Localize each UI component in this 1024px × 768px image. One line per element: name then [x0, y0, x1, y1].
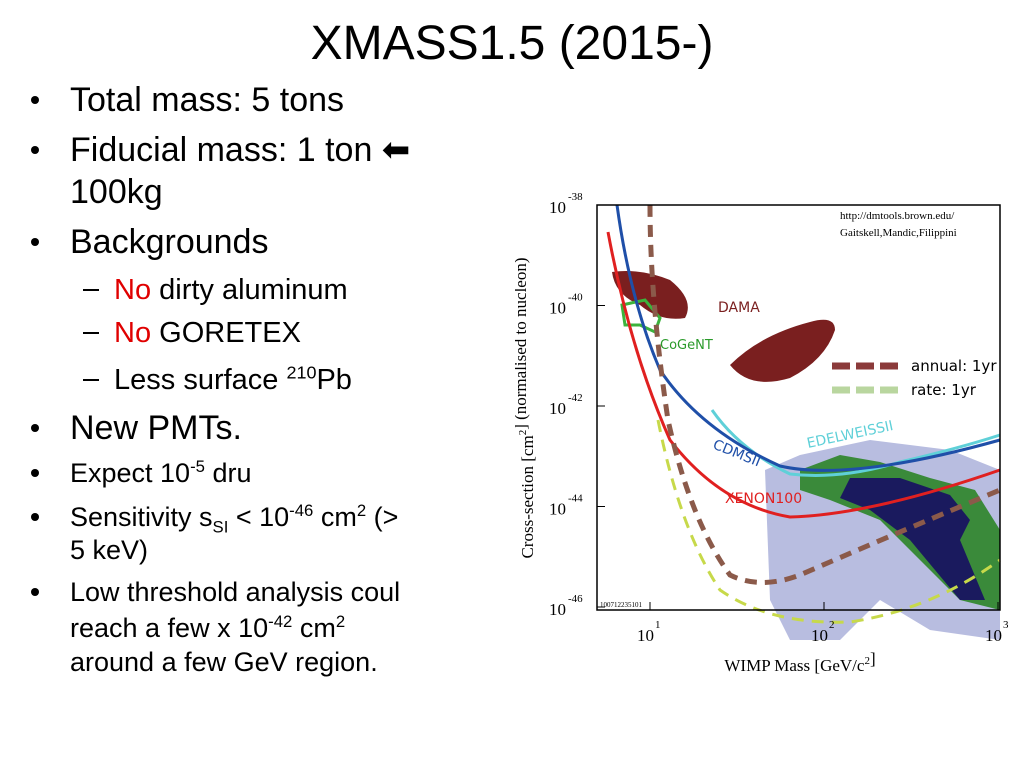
- y-tick-label: 10: [549, 198, 566, 217]
- edelweiss-curve: [710, 409, 1001, 477]
- bullet-line: Sensitivity sSI < 10-46 cm2 (>: [70, 500, 399, 535]
- credit-text: Gaitskell,Mandic,Filippini: [840, 227, 957, 239]
- bullet-text: cm: [313, 501, 357, 532]
- y-tick-label: 10: [549, 500, 566, 519]
- bullet-marker: [31, 469, 39, 477]
- y-tick-exponent: -44: [568, 493, 583, 505]
- credit-text: http://dmtools.brown.edu/: [840, 210, 955, 222]
- highlight-text: No: [114, 316, 152, 349]
- bullet-text: 100kg: [70, 173, 163, 211]
- superscript: 210: [286, 361, 317, 382]
- xenon-curve: [606, 231, 1001, 519]
- superscript: -46: [289, 500, 314, 520]
- slide-title: XMASS1.5 (2015-): [310, 17, 714, 70]
- curve-label: DAMA: [718, 300, 760, 316]
- x-tick-label: 10: [985, 626, 1002, 645]
- bullet-marker: [31, 96, 39, 104]
- axis-label: WIMP Mass [GeV/c2]: [724, 649, 875, 675]
- plot-id: 100712235101: [600, 601, 643, 609]
- legend-label: annual: 1yr: [911, 357, 997, 375]
- plot-frame: [596, 204, 1001, 611]
- axis-label-part: Cross-section [cm: [518, 435, 537, 558]
- superscript: 2: [335, 611, 346, 631]
- bullet-text: Sensitivity s: [70, 501, 213, 532]
- bullet-text: Backgrounds: [70, 223, 269, 261]
- subscript: SI: [212, 516, 229, 536]
- bullet-text: (>: [366, 501, 399, 532]
- x-tick-label: 10: [811, 626, 828, 645]
- bullet-text: dirty aluminum: [151, 273, 348, 306]
- bullet-marker: [31, 588, 39, 596]
- bullet-text: 5 keV): [70, 534, 149, 565]
- bullet-text: New PMTs.: [70, 409, 242, 447]
- bullet-text: GORETEX: [151, 316, 301, 349]
- axis-label-part: WIMP Mass [GeV/c: [724, 656, 865, 675]
- bullet-line: New PMTs.: [70, 411, 242, 445]
- bullet-marker: [31, 238, 39, 246]
- bullet-line: Backgrounds: [70, 225, 268, 259]
- bullet-text: Expect 10: [70, 457, 191, 488]
- axis-label: Cross-section [cm2] (normalised to nucle…: [515, 257, 537, 558]
- bullet-text: around a few GeV region.: [70, 646, 378, 677]
- y-tick-exponent: -42: [568, 392, 583, 404]
- curve-label: CoGeNT: [660, 338, 713, 353]
- bullet-line: Less surface 210Pb: [114, 363, 352, 396]
- y-tick-exponent: -38: [568, 191, 583, 203]
- axis-label-part: 2: [517, 430, 529, 436]
- bullet-line: Fiducial mass: 1 ton ⬅: [70, 133, 410, 167]
- bullet-line: No dirty aluminum: [114, 273, 348, 306]
- bullet-text: Less surface: [114, 363, 287, 396]
- axis-label-part: ]: [870, 649, 876, 668]
- legend-label: rate: 1yr: [911, 381, 977, 399]
- axis-label-part: ] (normalised to nucleon): [515, 257, 530, 429]
- bullet-marker: [31, 146, 39, 154]
- cdms-curve: [615, 204, 1001, 472]
- bullet-text: Fiducial mass: 1 ton ⬅: [70, 131, 411, 169]
- bullet-line: Low threshold analysis coul: [70, 576, 401, 607]
- y-tick-exponent: -46: [568, 593, 583, 605]
- x-tick-exponent: 2: [829, 619, 835, 631]
- superscript: -42: [268, 611, 293, 631]
- bullet-marker: [31, 424, 39, 432]
- plot-area: [596, 204, 1001, 640]
- bullet-text: Pb: [316, 363, 352, 396]
- x-tick-exponent: 1: [655, 619, 661, 631]
- dama-region: [730, 319, 835, 382]
- bullet-text: < 10: [228, 501, 290, 532]
- bullet-text: Low threshold analysis coul: [70, 576, 401, 607]
- bullet-text: dru: [204, 457, 252, 488]
- y-tick-exponent: -40: [568, 292, 583, 304]
- dash-marker: [83, 289, 99, 291]
- bullet-line: No GORETEX: [114, 316, 301, 349]
- figure: DAMA CoGeNT CDMSII EDELWEISSII XENON100 …: [515, 185, 1015, 685]
- bullet-text: cm: [292, 612, 336, 643]
- y-tick-label: 10: [549, 600, 566, 619]
- superscript: -5: [190, 456, 205, 476]
- annual-curve: [647, 204, 1001, 585]
- bullet-text: Total mass: 5 tons: [70, 81, 345, 119]
- bullet-marker: [31, 513, 39, 521]
- bullet-line: 5 keV): [70, 534, 149, 565]
- bullet-text: reach a few x 10: [70, 612, 269, 643]
- y-tick-label: 10: [549, 299, 566, 318]
- curve-label: XENON100: [725, 491, 802, 507]
- y-tick-label: 10: [549, 399, 566, 418]
- highlight-text: No: [114, 273, 152, 306]
- allowed-region-core: [840, 478, 985, 600]
- bullet-line: 100kg: [70, 175, 163, 209]
- x-tick-label: 10: [637, 626, 654, 645]
- bullet-line: Total mass: 5 tons: [70, 83, 344, 117]
- dash-marker: [83, 379, 99, 381]
- superscript: 2: [356, 500, 367, 520]
- bullet-line: Expect 10-5 dru: [70, 456, 252, 488]
- bullet-line: around a few GeV region.: [70, 646, 378, 677]
- dash-marker: [83, 332, 99, 334]
- bullet-line: reach a few x 10-42 cm2: [70, 611, 346, 643]
- x-tick-exponent: 3: [1003, 619, 1009, 631]
- axis-label-part: 2: [864, 655, 870, 667]
